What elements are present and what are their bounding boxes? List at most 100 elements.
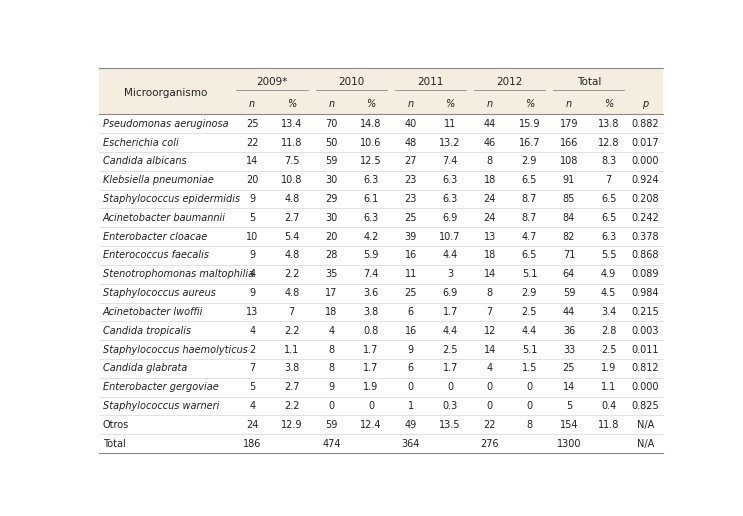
Text: 0.984: 0.984: [632, 288, 659, 298]
Text: 30: 30: [325, 213, 337, 223]
Text: 3.6: 3.6: [363, 288, 379, 298]
Text: 0.378: 0.378: [632, 232, 659, 241]
Text: 4.9: 4.9: [601, 269, 616, 279]
Text: Staphylococcus haemolyticus: Staphylococcus haemolyticus: [103, 345, 248, 354]
Text: 154: 154: [559, 420, 578, 430]
Text: 5: 5: [249, 213, 256, 223]
Text: Candida glabrata: Candida glabrata: [103, 363, 187, 374]
Text: 5.1: 5.1: [522, 269, 537, 279]
Text: 186: 186: [243, 439, 262, 449]
Text: 18: 18: [325, 307, 337, 317]
Text: 22: 22: [484, 420, 496, 430]
Text: 2.9: 2.9: [522, 288, 537, 298]
Text: 5.5: 5.5: [601, 250, 617, 261]
Text: 6.5: 6.5: [522, 175, 537, 185]
Text: 14.8: 14.8: [360, 119, 382, 128]
Text: Stenotrophomonas maltophilia: Stenotrophomonas maltophilia: [103, 269, 254, 279]
Text: 2.5: 2.5: [601, 345, 617, 354]
Text: 0.089: 0.089: [632, 269, 659, 279]
Text: 0: 0: [526, 401, 533, 411]
Text: Escherichia coli: Escherichia coli: [103, 137, 179, 148]
Text: 1.1: 1.1: [284, 345, 299, 354]
Text: 0: 0: [407, 382, 414, 392]
Text: 46: 46: [484, 137, 496, 148]
Text: 7: 7: [487, 307, 493, 317]
Text: 22: 22: [246, 137, 259, 148]
Text: Enterococcus faecalis: Enterococcus faecalis: [103, 250, 209, 261]
Text: 0.8: 0.8: [363, 326, 379, 336]
Text: Acinetobacter lwoffii: Acinetobacter lwoffii: [103, 307, 204, 317]
Text: 6.5: 6.5: [522, 250, 537, 261]
Text: n: n: [249, 99, 256, 108]
Text: 3.4: 3.4: [601, 307, 616, 317]
Text: 12: 12: [484, 326, 496, 336]
Text: Candida albicans: Candida albicans: [103, 156, 186, 166]
Text: 1.7: 1.7: [363, 345, 379, 354]
Text: 4.2: 4.2: [363, 232, 379, 241]
Text: 4.8: 4.8: [284, 194, 299, 204]
Text: 0: 0: [487, 382, 493, 392]
Text: 8: 8: [487, 156, 493, 166]
Text: 0.868: 0.868: [632, 250, 659, 261]
Text: 6.9: 6.9: [443, 213, 458, 223]
Text: 2.5: 2.5: [522, 307, 537, 317]
Text: n: n: [407, 99, 414, 108]
Text: 3.8: 3.8: [284, 363, 299, 374]
Text: 0: 0: [487, 401, 493, 411]
Text: Enterobacter cloacae: Enterobacter cloacae: [103, 232, 207, 241]
Text: 44: 44: [563, 307, 575, 317]
Text: 0.215: 0.215: [632, 307, 659, 317]
Text: 35: 35: [325, 269, 337, 279]
Text: 7: 7: [249, 363, 256, 374]
Text: 8.7: 8.7: [522, 194, 537, 204]
Text: 16.7: 16.7: [519, 137, 540, 148]
Text: 12.9: 12.9: [281, 420, 302, 430]
Text: Pseudomonas aeruginosa: Pseudomonas aeruginosa: [103, 119, 229, 128]
Text: 6.1: 6.1: [363, 194, 379, 204]
Text: 7.4: 7.4: [363, 269, 379, 279]
Text: 2011: 2011: [418, 77, 444, 87]
Text: 0: 0: [447, 382, 453, 392]
Text: 13: 13: [246, 307, 259, 317]
Text: Otros: Otros: [103, 420, 129, 430]
Text: 17: 17: [325, 288, 337, 298]
Bar: [99, 68, 663, 114]
Text: 0.4: 0.4: [601, 401, 616, 411]
Text: 18: 18: [484, 250, 496, 261]
Text: 3: 3: [447, 269, 453, 279]
Text: 0.924: 0.924: [632, 175, 659, 185]
Text: 6.3: 6.3: [443, 175, 458, 185]
Text: 2.7: 2.7: [284, 382, 299, 392]
Text: 5.9: 5.9: [363, 250, 379, 261]
Text: 64: 64: [563, 269, 575, 279]
Text: 4.7: 4.7: [522, 232, 537, 241]
Text: 6.3: 6.3: [363, 213, 379, 223]
Text: 7: 7: [288, 307, 295, 317]
Text: 44: 44: [484, 119, 496, 128]
Text: 11: 11: [404, 269, 417, 279]
Text: 15.9: 15.9: [519, 119, 540, 128]
Text: 276: 276: [481, 439, 499, 449]
Text: 25: 25: [404, 213, 417, 223]
Text: 0.242: 0.242: [632, 213, 659, 223]
Text: 5: 5: [566, 401, 572, 411]
Text: 6.9: 6.9: [443, 288, 458, 298]
Text: 8.3: 8.3: [601, 156, 616, 166]
Text: 20: 20: [325, 232, 337, 241]
Text: 59: 59: [325, 156, 337, 166]
Text: 4.4: 4.4: [443, 250, 458, 261]
Text: 1.1: 1.1: [601, 382, 616, 392]
Text: 49: 49: [404, 420, 417, 430]
Text: 50: 50: [325, 137, 337, 148]
Text: 14: 14: [563, 382, 575, 392]
Text: 4.8: 4.8: [284, 250, 299, 261]
Text: 82: 82: [562, 232, 575, 241]
Text: 4: 4: [249, 269, 256, 279]
Text: 13.4: 13.4: [281, 119, 302, 128]
Text: 13.2: 13.2: [439, 137, 461, 148]
Text: 91: 91: [563, 175, 575, 185]
Text: 11.8: 11.8: [281, 137, 302, 148]
Text: 12.4: 12.4: [360, 420, 382, 430]
Text: 36: 36: [563, 326, 575, 336]
Text: 7.4: 7.4: [443, 156, 458, 166]
